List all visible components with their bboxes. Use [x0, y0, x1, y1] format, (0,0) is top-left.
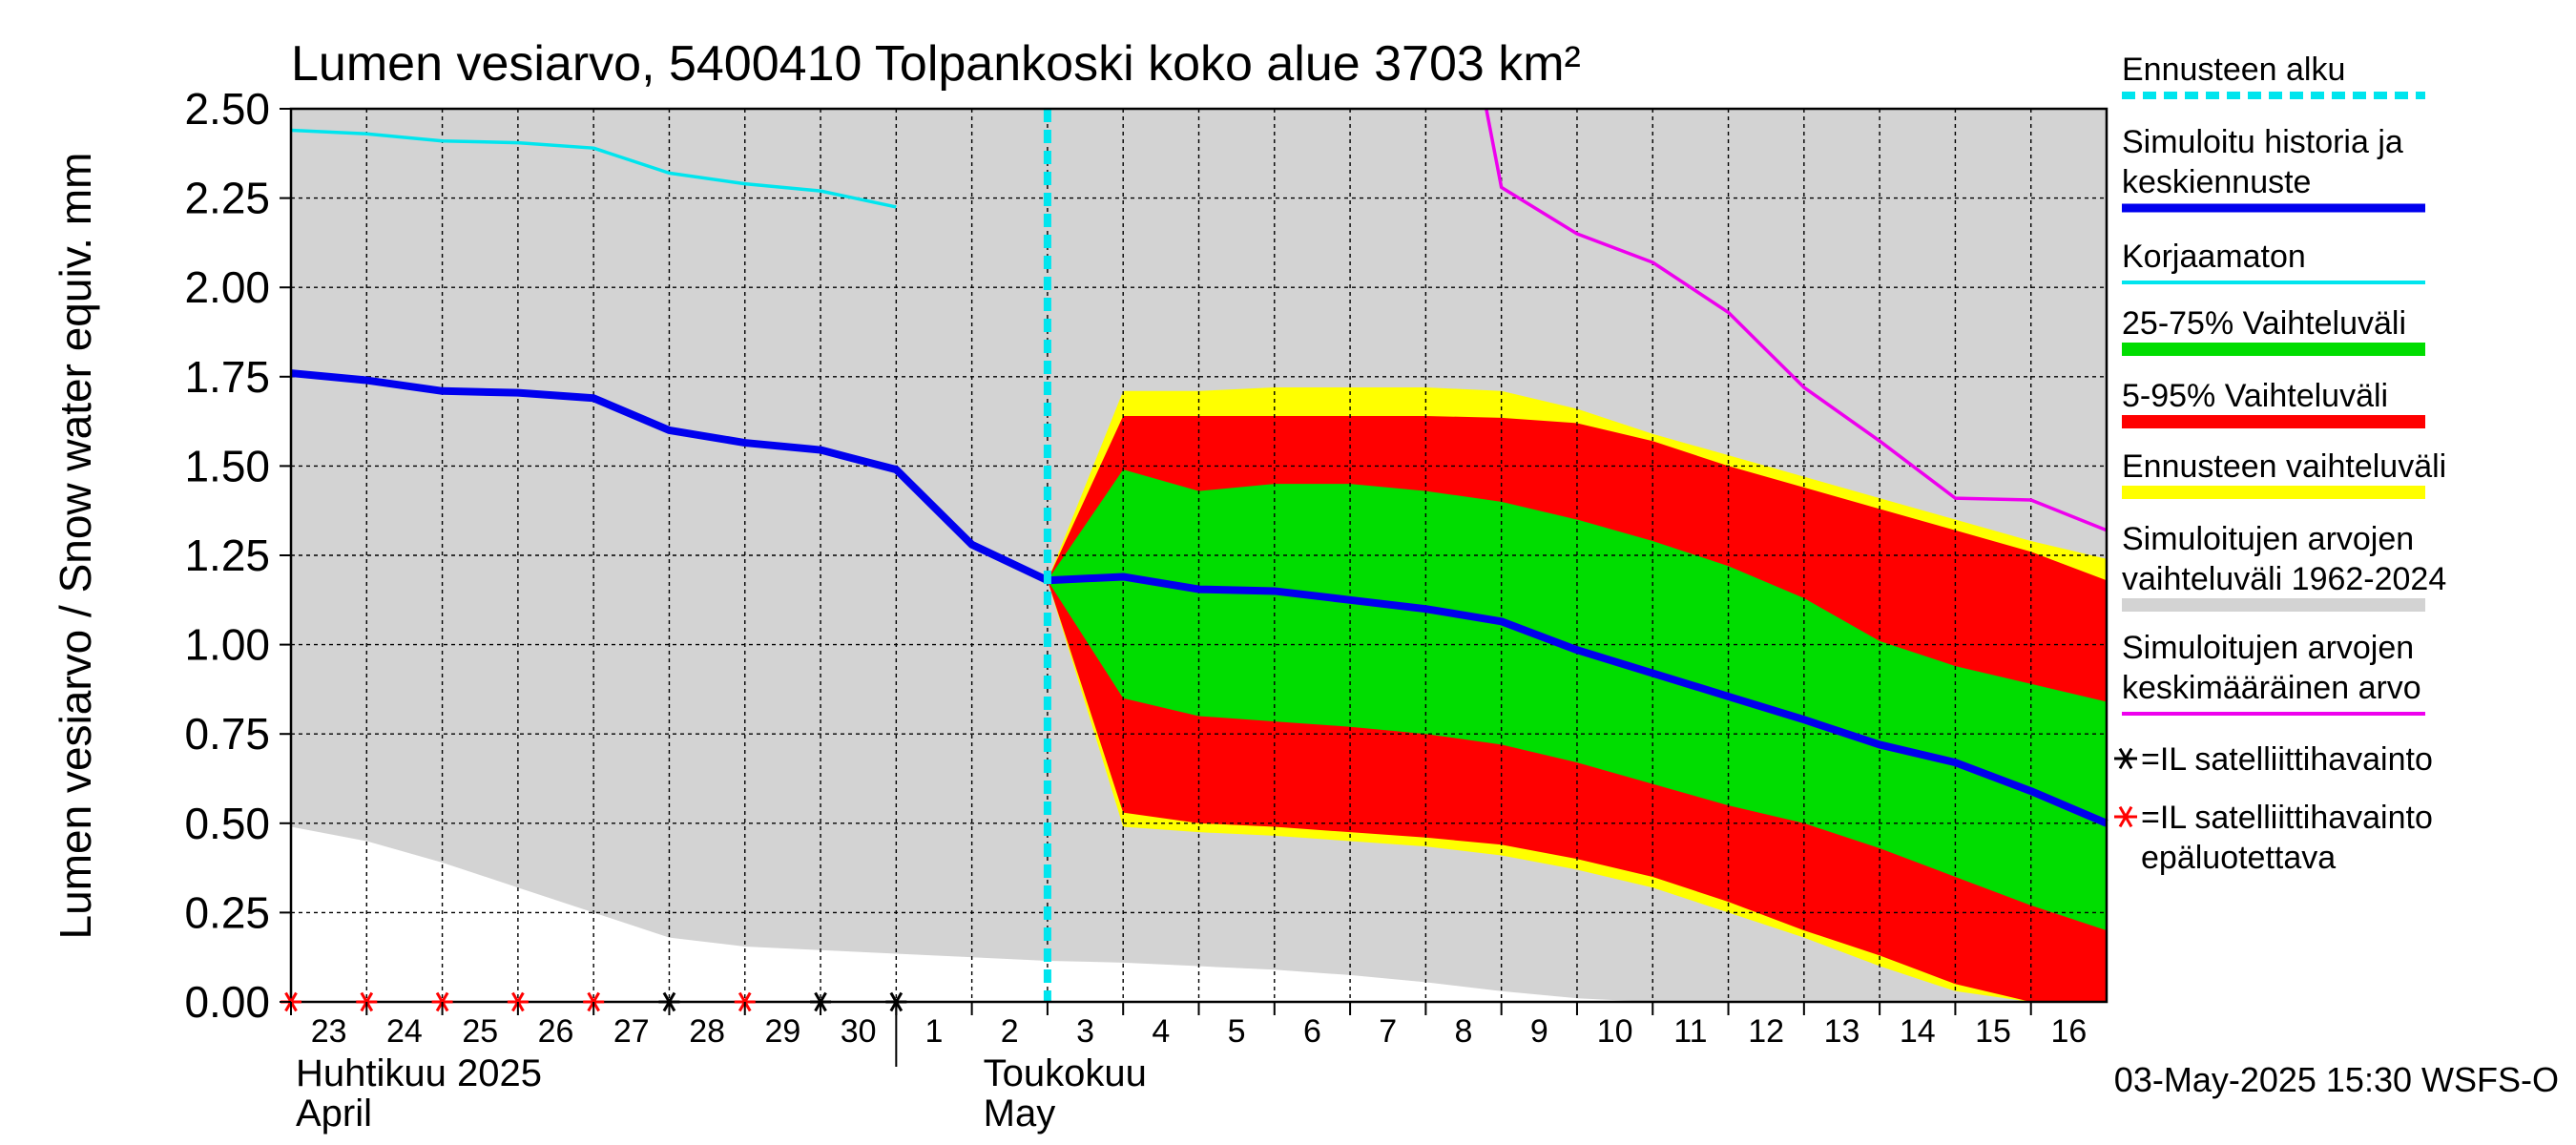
legend-label: Ennusteen vaihteluväli [2122, 448, 2446, 485]
chart-title: Lumen vesiarvo, 5400410 Tolpankoski koko… [291, 36, 1581, 92]
y-axis-label: Lumen vesiarvo / Snow water equiv. mm [51, 153, 100, 940]
y-tick-label: 0.25 [184, 887, 270, 937]
x-tick-label: 15 [1975, 1013, 2011, 1050]
x-tick-label: 23 [311, 1013, 347, 1050]
x-tick-label: 10 [1597, 1013, 1633, 1050]
month-label-english: April [296, 1093, 372, 1135]
legend-item-5-95-vaihteluv-li: 5-95% Vaihteluväli [2122, 378, 2425, 428]
legend-label: vaihteluväli 1962-2024 [2122, 561, 2446, 597]
y-tick-label: 1.50 [184, 441, 270, 490]
legend-item-ennusteen-alku: Ennusteen alku [2122, 52, 2425, 99]
legend-label: epäluotettava [2141, 840, 2336, 876]
legend-label: =IL satelliittihavainto [2141, 800, 2433, 836]
x-tick-label: 24 [386, 1013, 423, 1050]
y-tick-label: 1.75 [184, 352, 270, 402]
x-tick-label: 8 [1455, 1013, 1473, 1050]
x-tick-label: 29 [764, 1013, 800, 1050]
month-label-english: May [984, 1093, 1056, 1135]
y-tick-label: 0.50 [184, 799, 270, 848]
legend-item-korjaamaton: Korjaamaton [2122, 239, 2425, 284]
x-tick-label: 12 [1748, 1013, 1784, 1050]
x-tick-label: 13 [1824, 1013, 1860, 1050]
legend-label: 25-75% Vaihteluväli [2122, 305, 2406, 342]
legend-item-25-75-vaihteluv-li: 25-75% Vaihteluväli [2122, 305, 2425, 356]
legend-label: Simuloitujen arvojen [2122, 521, 2414, 557]
y-tick-label: 2.25 [184, 174, 270, 223]
series-simuloitujen-arvojen-keskim-r-inen-arvo [1485, 108, 2108, 532]
legend-item-simuloitu-historia-ja-keskiennuste: Simuloitu historia ja keskiennuste [2122, 124, 2425, 213]
legend-marker [2118, 805, 2133, 828]
legend-item-ennusteen-vaihteluv-li: Ennusteen vaihteluväli [2122, 448, 2446, 499]
axes: 0.00 0.25 0.50 0.75 1.00 1.25 1.50 1.75 2.00 2.25… [184, 84, 2087, 1135]
y-tick-label: 0.75 [184, 709, 270, 759]
x-tick-label: 7 [1379, 1013, 1397, 1050]
legend-label: Simuloitujen arvojen [2122, 630, 2414, 666]
legend-label: keskiennuste [2122, 164, 2311, 200]
month-label: Huhtikuu 2025 [296, 1052, 542, 1094]
legend-marker [2118, 747, 2133, 770]
x-tick-label: 3 [1076, 1013, 1094, 1050]
x-tick-label: 28 [689, 1013, 725, 1050]
x-tick-label: 6 [1303, 1013, 1321, 1050]
legend-label: Simuloitu historia ja [2122, 124, 2403, 160]
y-tick-label: 1.00 [184, 620, 270, 670]
x-tick-label: 5 [1228, 1013, 1246, 1050]
x-tick-label: 11 [1673, 1013, 1707, 1050]
series-simuloitu-historia-ja-keskiennuste [290, 369, 2109, 827]
x-tick-label: 2 [1001, 1013, 1019, 1050]
y-tick-label: 0.00 [184, 977, 270, 1027]
legend-item-simuloitujen-arvojen-vaihteluv-li-1962-2024: Simuloitujen arvojen vaihteluväli 1962-20… [2122, 521, 2446, 612]
month-label: Toukokuu [984, 1052, 1147, 1094]
x-tick-label: 16 [2050, 1013, 2087, 1050]
y-tick-label: 1.25 [184, 531, 270, 580]
legend-item-il-satelliittihavainto-ep-luotettava: =IL satelliittihavainto epäluotettava [2114, 800, 2433, 876]
x-tick-label: 26 [538, 1013, 574, 1050]
timestamp: 03-May-2025 15:30 WSFS-O [2114, 1060, 2559, 1099]
x-tick-label: 14 [1900, 1013, 1936, 1050]
legend-item-il-satelliittihavainto: =IL satelliittihavainto [2114, 741, 2433, 778]
series-korjaamaton [290, 128, 897, 209]
legend-label: =IL satelliittihavainto [2141, 741, 2433, 778]
legend-label: keskimääräinen arvo [2122, 670, 2421, 706]
legend-item-simuloitujen-arvojen-keskim-r-inen-arvo: Simuloitujen arvojen keskimääräinen arvo [2122, 630, 2425, 716]
x-tick-label: 27 [613, 1013, 650, 1050]
plot-area [280, 107, 2109, 1012]
x-tick-label: 4 [1152, 1013, 1170, 1050]
x-tick-label: 30 [841, 1013, 877, 1050]
y-tick-label: 2.50 [184, 84, 270, 134]
x-tick-label: 25 [462, 1013, 498, 1050]
legend-label: Ennusteen alku [2122, 52, 2345, 88]
x-tick-label: 1 [925, 1013, 944, 1050]
legend: Ennusteen alku Simuloitu historia ja keski… [2114, 52, 2446, 876]
y-tick-label: 2.00 [184, 262, 270, 312]
legend-label: 5-95% Vaihteluväli [2122, 378, 2388, 414]
legend-label: Korjaamaton [2122, 239, 2306, 275]
x-tick-label: 9 [1530, 1013, 1548, 1050]
